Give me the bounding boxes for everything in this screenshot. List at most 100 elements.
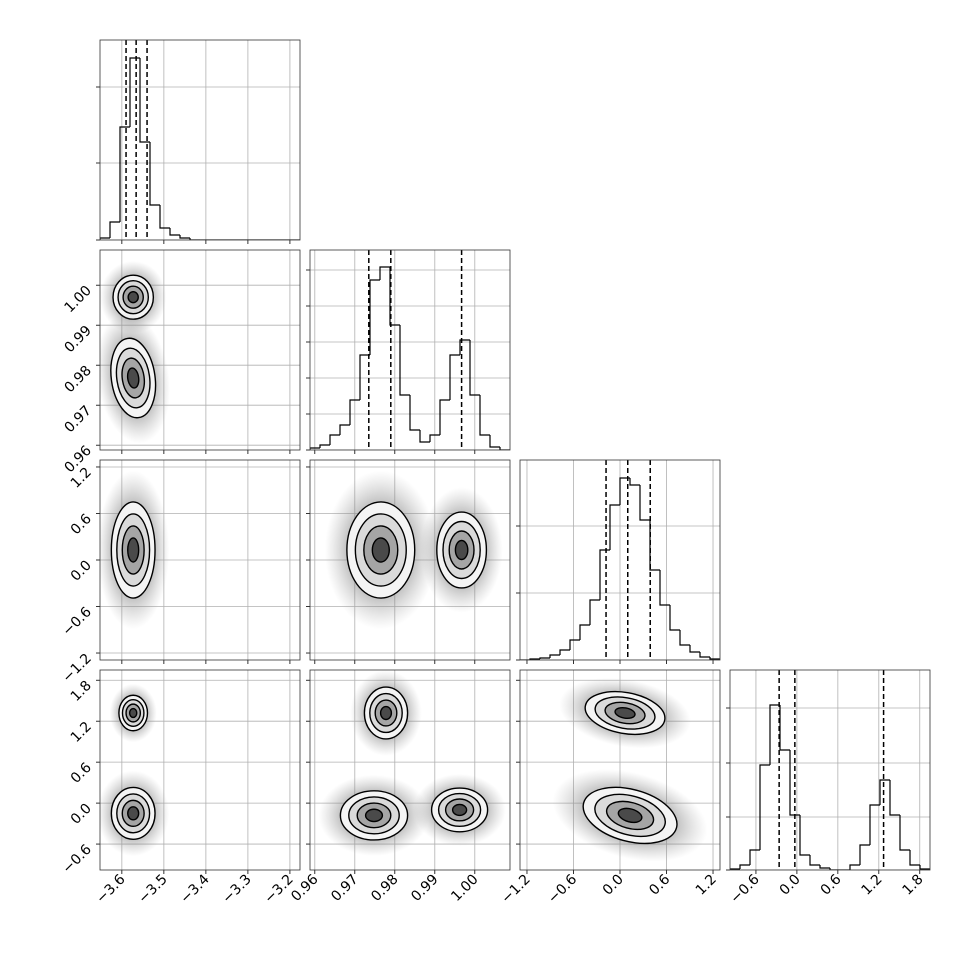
panel <box>100 250 300 450</box>
hist-step <box>829 868 840 870</box>
hist-step <box>759 764 770 850</box>
hist-step <box>139 58 150 143</box>
hist-step <box>919 865 930 870</box>
hist-step <box>649 520 660 571</box>
panel-border <box>309 459 511 661</box>
x-tick-label: 0.98 <box>368 872 401 905</box>
hist-step <box>699 652 710 658</box>
hist-step <box>849 864 860 870</box>
hist-step <box>629 478 640 486</box>
panel-border <box>99 39 301 241</box>
hist-step <box>389 267 400 326</box>
hist-step <box>559 649 570 655</box>
x-tick-label: −3.4 <box>177 871 212 906</box>
y-tick-label: 0.98 <box>61 363 94 396</box>
y-tick-label: 0.0 <box>68 801 95 828</box>
x-tick-label: 0.6 <box>818 871 845 898</box>
hist-step <box>149 142 160 206</box>
hist-step <box>609 504 620 550</box>
y-tick-label: 0.99 <box>61 323 94 356</box>
contour <box>371 537 390 563</box>
hist-step <box>879 779 890 805</box>
x-tick-label: 0.96 <box>288 871 321 904</box>
x-tick-label: 0.0 <box>600 872 627 899</box>
hist-step <box>779 705 790 751</box>
contour <box>614 706 636 720</box>
hist-step <box>129 57 140 127</box>
hist-step <box>749 849 760 865</box>
hist-step <box>189 238 200 240</box>
panel-border <box>309 669 511 871</box>
panel-border <box>519 669 721 871</box>
hist-step <box>169 228 180 236</box>
panel <box>520 460 720 660</box>
hist-step <box>119 126 130 222</box>
hist-step <box>689 645 700 653</box>
y-tick-label: 0.6 <box>68 511 95 538</box>
hist-step <box>909 850 920 866</box>
hist-step <box>730 868 740 870</box>
y-tick-label: 1.2 <box>68 719 95 746</box>
hist-step <box>499 447 510 450</box>
hist-step <box>409 395 420 431</box>
x-tick-label: 1.8 <box>900 872 927 899</box>
x-tick-label: 1.00 <box>448 872 481 905</box>
hist-step <box>579 624 590 640</box>
panel-border <box>519 459 721 661</box>
hist-step <box>469 340 480 396</box>
panel <box>310 250 510 450</box>
y-tick-label: −1.2 <box>59 651 94 686</box>
contour <box>126 367 140 389</box>
y-tick-label: 0.97 <box>61 403 94 436</box>
contour <box>364 808 384 823</box>
x-tick-label: −1.2 <box>498 872 533 907</box>
hist-step <box>599 549 610 600</box>
hist-step <box>549 654 560 658</box>
hist-step <box>109 221 120 238</box>
x-tick-label: −3.5 <box>135 872 170 907</box>
contour <box>379 705 393 721</box>
hist-step <box>359 354 370 400</box>
panel <box>310 670 510 870</box>
contour <box>617 807 643 824</box>
panel <box>310 460 510 660</box>
hist-step <box>439 399 450 435</box>
hist-step <box>479 395 490 436</box>
panel <box>100 670 300 870</box>
hist-step <box>679 630 690 646</box>
hist-step <box>739 864 750 869</box>
panel <box>520 670 720 870</box>
panel-border <box>99 249 301 451</box>
panel <box>100 460 300 660</box>
hist-step <box>809 855 820 866</box>
x-tick-label: 0.99 <box>408 872 441 905</box>
hist-step <box>379 266 390 280</box>
hist-step <box>310 447 320 450</box>
hist-step <box>349 399 360 425</box>
x-tick-label: 0.6 <box>646 871 673 898</box>
hist-step <box>399 325 410 396</box>
hist-step <box>179 235 190 239</box>
contour <box>451 803 468 817</box>
hist-step <box>569 639 580 650</box>
y-tick-label: −0.6 <box>59 604 94 639</box>
hist-step <box>539 657 550 659</box>
y-tick-label: 1.00 <box>61 283 94 316</box>
hist-step <box>709 657 720 660</box>
hist-step <box>799 815 810 856</box>
x-tick-label: −0.6 <box>545 871 580 906</box>
contour <box>127 291 139 304</box>
panel <box>100 40 300 240</box>
x-tick-label: 0.0 <box>777 872 804 899</box>
hist-step <box>329 434 340 445</box>
hist-step <box>449 354 460 400</box>
x-tick-label: −3.6 <box>93 871 128 906</box>
contour <box>127 537 140 563</box>
contour <box>454 539 469 561</box>
hist-step <box>769 704 780 765</box>
x-tick-label: −3.3 <box>219 872 254 907</box>
contour <box>128 707 138 719</box>
hist-step <box>669 605 680 631</box>
hist-step <box>159 205 170 229</box>
